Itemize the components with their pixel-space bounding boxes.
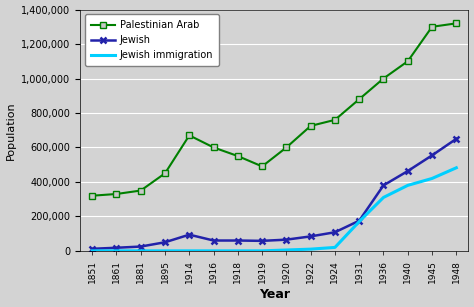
Jewish xyxy=(308,235,313,238)
Y-axis label: Population: Population xyxy=(6,101,16,160)
Jewish immigration xyxy=(162,249,168,253)
Jewish xyxy=(162,240,168,244)
Palestinian Arab xyxy=(90,194,95,197)
Jewish immigration xyxy=(332,246,338,249)
Jewish immigration xyxy=(235,249,241,253)
Jewish immigration xyxy=(90,249,95,253)
Jewish xyxy=(186,233,192,236)
Jewish xyxy=(332,231,338,234)
Jewish immigration xyxy=(211,249,217,253)
Palestinian Arab xyxy=(138,189,144,192)
Jewish xyxy=(211,239,217,242)
Jewish immigration xyxy=(308,247,313,251)
Palestinian Arab xyxy=(381,77,386,80)
Palestinian Arab xyxy=(405,60,410,63)
Jewish immigration xyxy=(429,177,435,180)
Jewish immigration xyxy=(405,184,410,187)
Line: Palestinian Arab: Palestinian Arab xyxy=(90,21,459,199)
Palestinian Arab xyxy=(211,146,217,149)
Jewish xyxy=(405,169,410,173)
Palestinian Arab xyxy=(308,124,313,128)
Jewish immigration xyxy=(283,248,289,252)
Jewish xyxy=(259,239,265,243)
Palestinian Arab xyxy=(114,192,119,196)
Legend: Palestinian Arab, Jewish, Jewish immigration: Palestinian Arab, Jewish, Jewish immigra… xyxy=(85,14,219,66)
Jewish xyxy=(283,238,289,242)
Jewish immigration xyxy=(259,249,265,253)
Jewish immigration xyxy=(114,249,119,253)
Palestinian Arab xyxy=(283,146,289,149)
Palestinian Arab xyxy=(429,25,435,29)
Jewish xyxy=(90,247,95,251)
Jewish immigration xyxy=(356,220,362,223)
Jewish xyxy=(381,184,386,187)
Jewish immigration xyxy=(186,249,192,253)
Palestinian Arab xyxy=(162,171,168,175)
Palestinian Arab xyxy=(356,97,362,101)
Jewish immigration xyxy=(454,166,459,170)
Palestinian Arab xyxy=(259,165,265,168)
Jewish immigration xyxy=(381,196,386,199)
Jewish xyxy=(356,219,362,223)
Palestinian Arab xyxy=(332,118,338,122)
Jewish immigration xyxy=(138,249,144,253)
Palestinian Arab xyxy=(235,154,241,158)
Jewish xyxy=(454,137,459,141)
Jewish xyxy=(114,246,119,250)
Palestinian Arab xyxy=(186,134,192,137)
Jewish xyxy=(235,239,241,242)
X-axis label: Year: Year xyxy=(259,289,290,301)
Jewish xyxy=(429,154,435,157)
Line: Jewish: Jewish xyxy=(89,135,460,252)
Palestinian Arab xyxy=(454,21,459,25)
Jewish xyxy=(138,245,144,248)
Line: Jewish immigration: Jewish immigration xyxy=(92,168,456,251)
